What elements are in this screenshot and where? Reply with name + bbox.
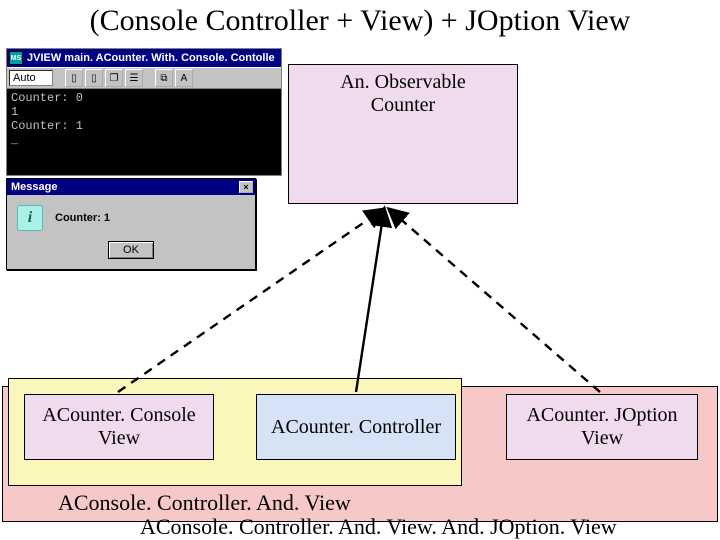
toolbar-auto-field[interactable]: Auto (9, 70, 53, 86)
console-view-line1: ACounter. Console (42, 404, 195, 427)
console-toolbar: Auto ▯ ▯ ❐ ☰ ⧉ A (7, 67, 281, 89)
arrow-joption-to-observable (390, 210, 600, 392)
toolbar-props-icon[interactable]: ⧉ (155, 69, 173, 87)
arrow-controller-to-observable (356, 210, 384, 392)
toolbar-paste-icon[interactable]: ☰ (125, 69, 143, 87)
toolbar-btn-1[interactable]: ▯ (65, 69, 83, 87)
info-icon: i (17, 205, 43, 231)
joption-view-box: ACounter. JOption View (506, 394, 698, 460)
slide-title: (Console Controller + View) + JOption Vi… (0, 4, 720, 38)
console-view-box: ACounter. Console View (24, 394, 214, 460)
console-body: Counter: 0 1 Counter: 1 _ (7, 89, 281, 175)
ok-button[interactable]: OK (108, 241, 154, 259)
dialog-message: Counter: 1 (55, 212, 110, 224)
msdos-icon: MS (9, 51, 23, 65)
toolbar-copy-icon[interactable]: ❐ (105, 69, 123, 87)
console-window: MS JVIEW main. ACounter. With. Console. … (6, 48, 282, 176)
joption-line2: View (526, 427, 677, 450)
yellow-container-label: AConsole. Controller. And. View (58, 490, 351, 516)
observable-line2: Counter (340, 94, 466, 117)
controller-label: ACounter. Controller (271, 416, 441, 439)
observable-counter-box: An. Observable Counter (288, 64, 518, 204)
message-dialog: Message × i Counter: 1 OK (6, 178, 256, 270)
pink-container-label: AConsole. Controller. And. View. And. JO… (140, 514, 617, 540)
dialog-titlebar: Message × (7, 179, 255, 195)
toolbar-btn-2[interactable]: ▯ (85, 69, 103, 87)
console-view-line2: View (42, 427, 195, 450)
joption-line1: ACounter. JOption (526, 404, 677, 427)
close-icon[interactable]: × (239, 181, 253, 193)
observable-line1: An. Observable (340, 71, 466, 94)
console-titlebar: MS JVIEW main. ACounter. With. Console. … (7, 49, 281, 67)
dialog-title-text: Message (11, 181, 57, 193)
toolbar-font-icon[interactable]: A (175, 69, 193, 87)
controller-box: ACounter. Controller (256, 394, 456, 460)
console-title-text: JVIEW main. ACounter. With. Console. Con… (27, 52, 275, 64)
